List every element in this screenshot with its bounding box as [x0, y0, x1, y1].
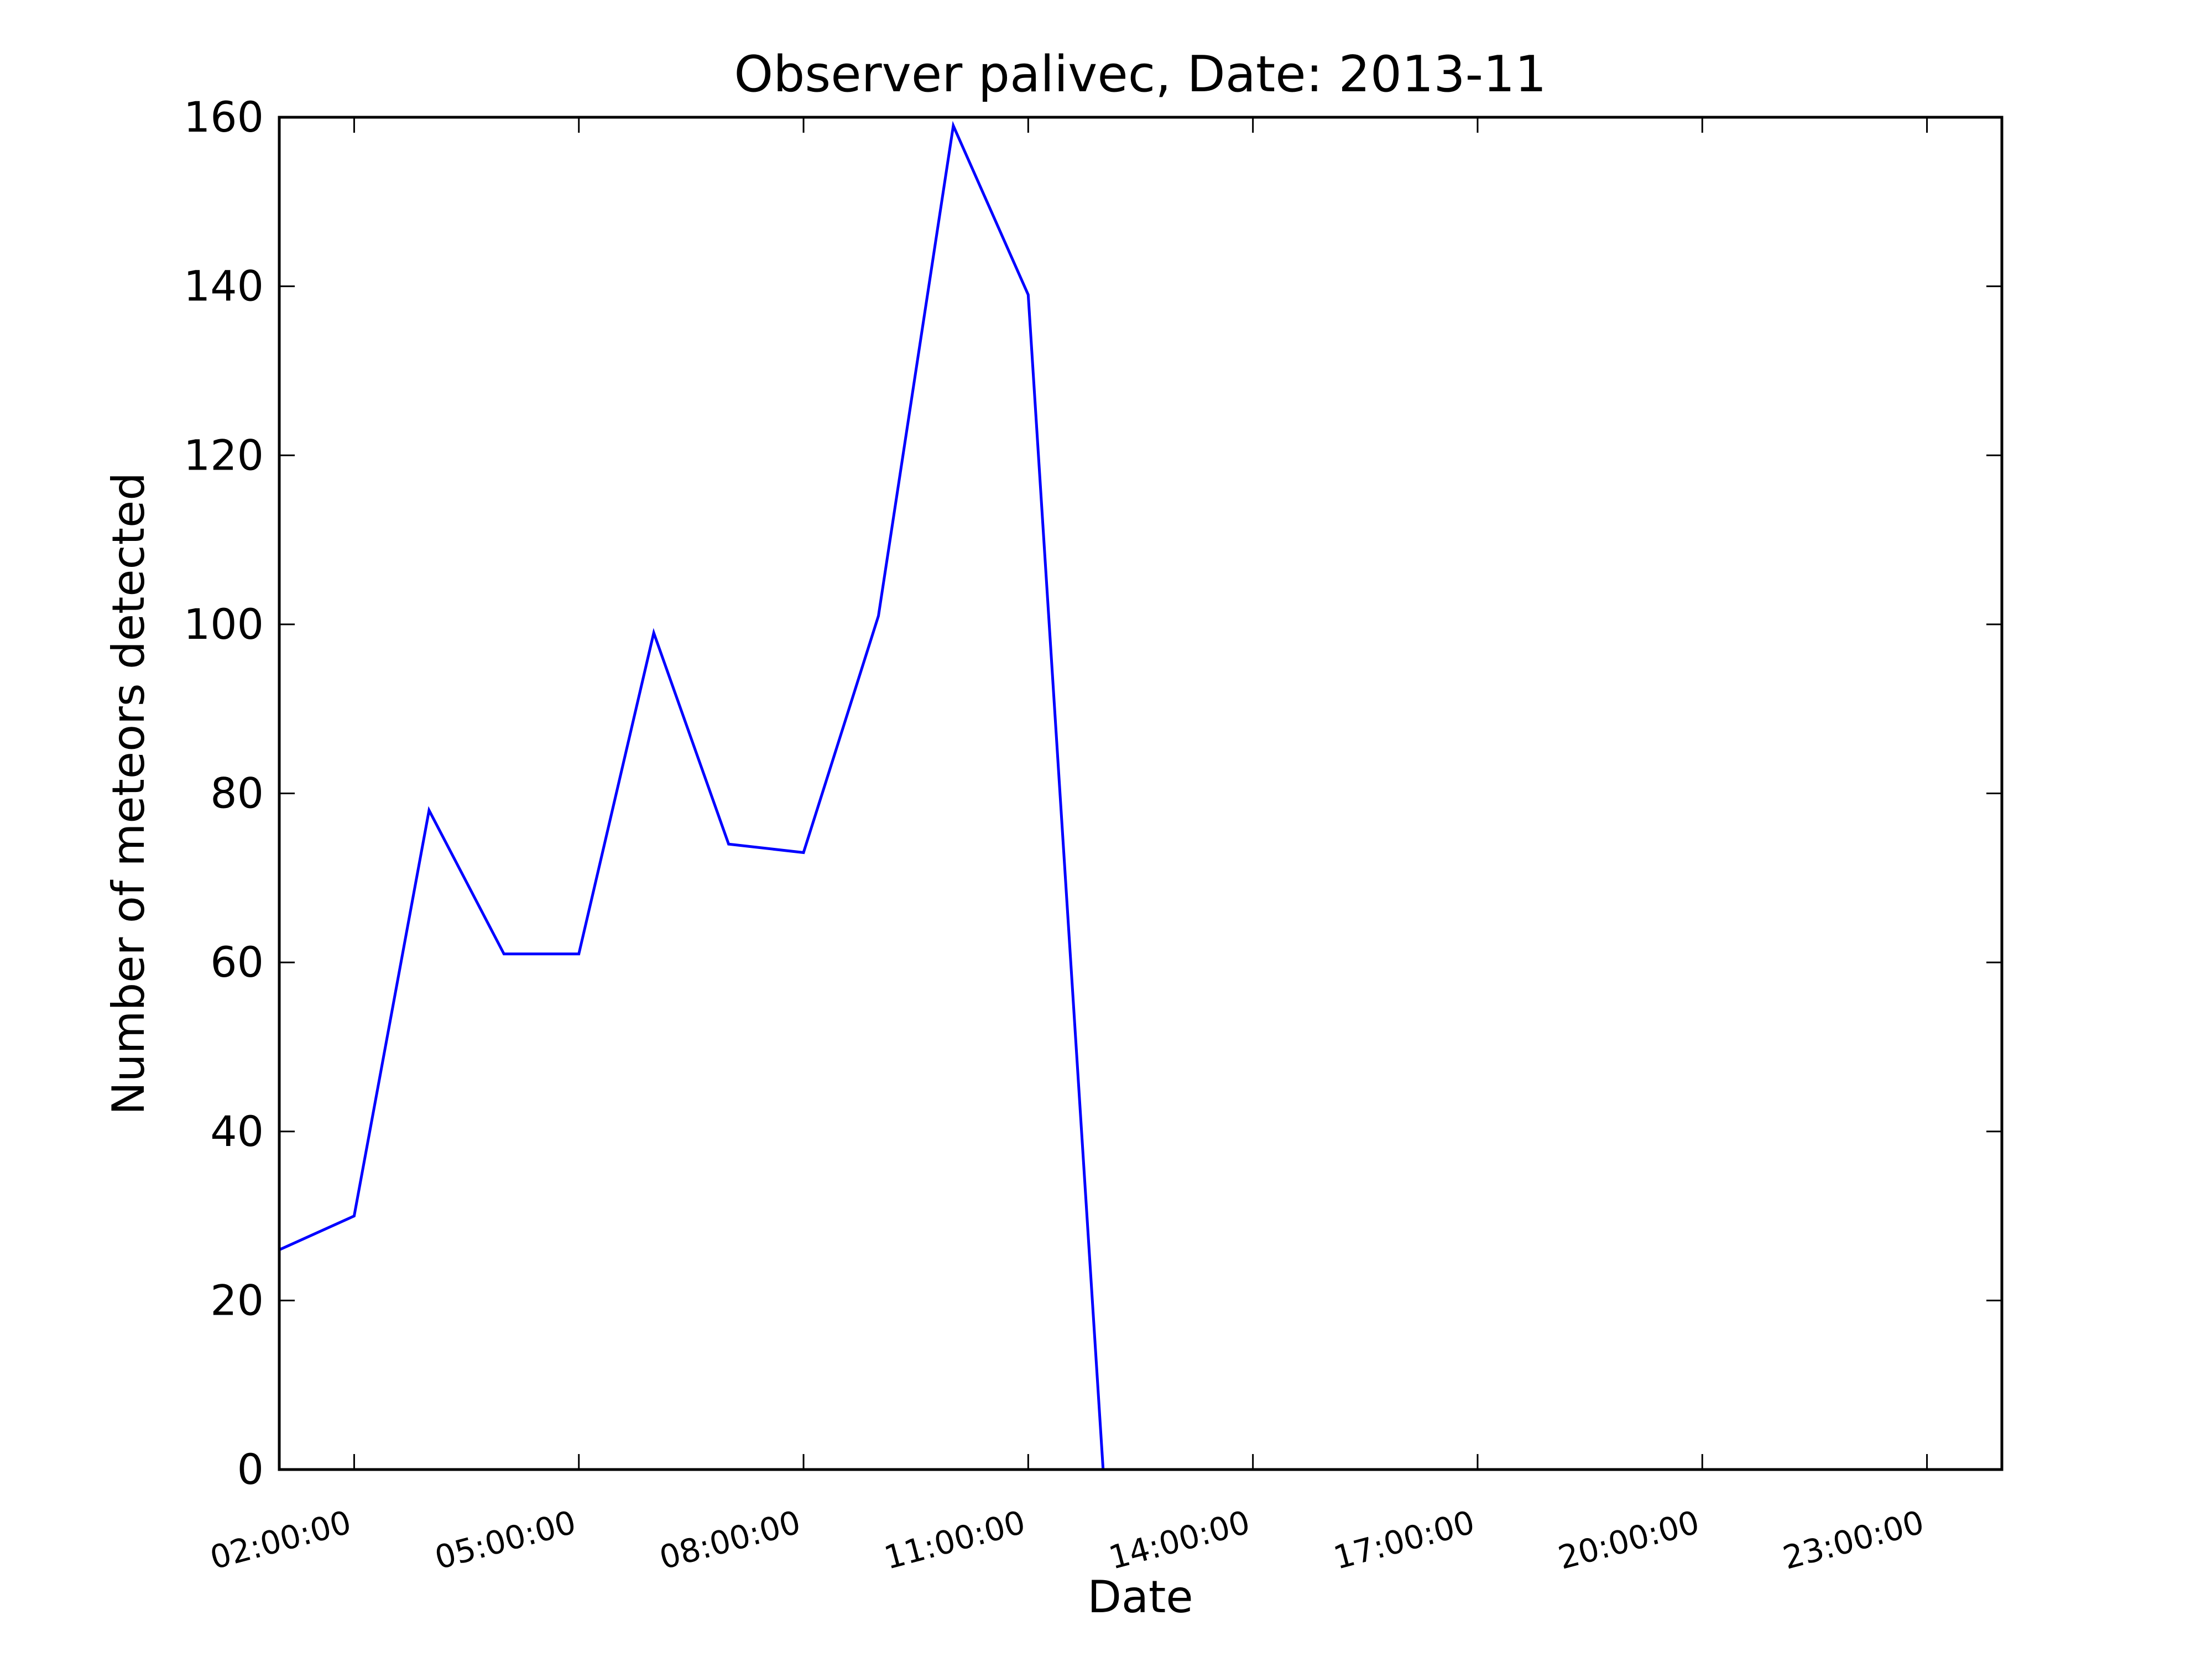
plot-area-frame — [278, 116, 2004, 1471]
chart-title: Observer palivec, Date: 2013-11 — [734, 45, 1546, 103]
y-tick-label: 20 — [210, 1275, 264, 1325]
y-tick-label: 0 — [237, 1445, 264, 1494]
y-tick-label: 40 — [210, 1107, 264, 1156]
y-tick-label: 140 — [184, 262, 264, 311]
y-tick-label: 100 — [184, 600, 264, 649]
y-tick-label: 80 — [210, 769, 264, 818]
y-tick-label: 120 — [184, 430, 264, 480]
y-tick-label: 60 — [210, 937, 264, 987]
y-tick-label: 160 — [184, 92, 264, 142]
y-axis-label: Number of meteors detected — [103, 472, 154, 1115]
x-axis-label: Date — [1087, 1571, 1193, 1623]
